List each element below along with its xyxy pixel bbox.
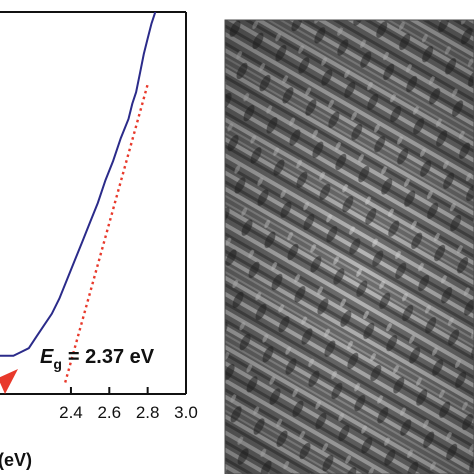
tangent-fit-line bbox=[64, 84, 149, 383]
plot-area bbox=[0, 12, 157, 383]
bandgap-annotation: Eg = 2.37 eV bbox=[40, 346, 155, 372]
annotation-text: = 2.37 eV bbox=[68, 346, 155, 368]
absorption-curve-line bbox=[0, 12, 157, 357]
annotation-subscript: g bbox=[53, 356, 62, 372]
plot-frame bbox=[0, 11, 187, 395]
x-tick-label: 2.4 bbox=[59, 403, 83, 422]
x-tick-label: 2.8 bbox=[136, 403, 160, 422]
x-axis-label: (eV) bbox=[0, 450, 32, 470]
bandgap-arrow-icon bbox=[0, 369, 18, 394]
annotation-symbol: E bbox=[40, 346, 54, 368]
sem-micrograph-image bbox=[224, 19, 474, 474]
x-tick-label: 3.0 bbox=[174, 403, 198, 422]
x-tick-label: 2.6 bbox=[97, 403, 121, 422]
x-ticks: 2.4 2.6 2.8 3.0 bbox=[59, 387, 198, 422]
